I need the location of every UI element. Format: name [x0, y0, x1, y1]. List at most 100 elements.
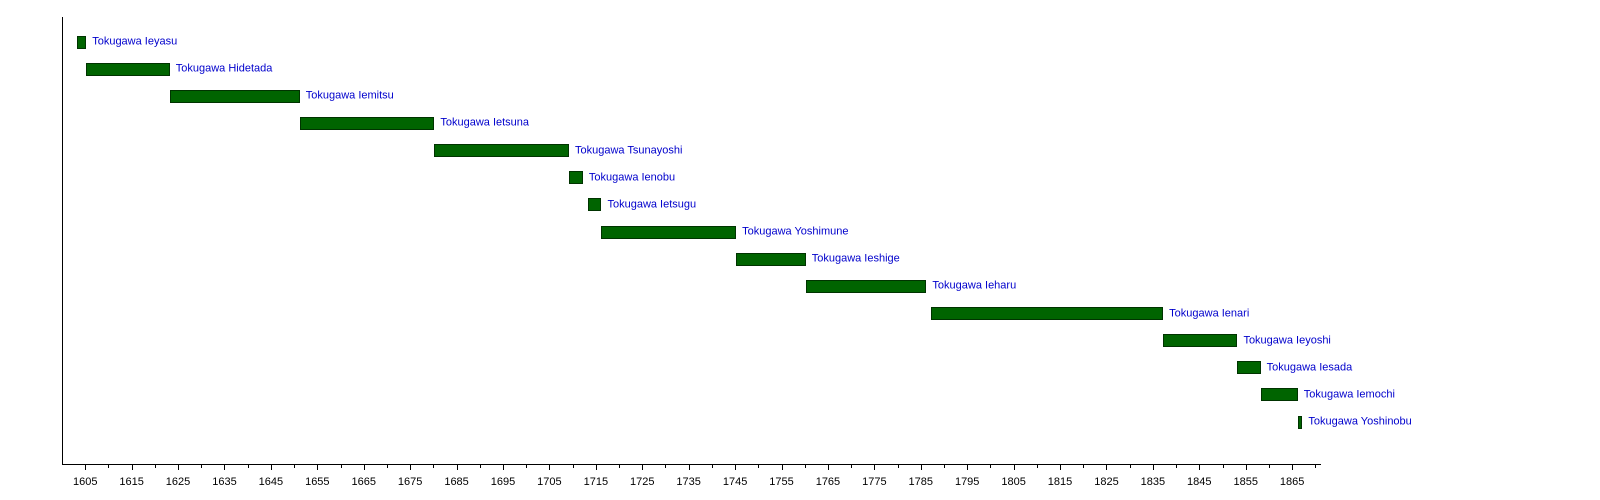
timeline-bar — [76, 35, 87, 49]
bar-label: Tokugawa Tsunayoshi — [574, 144, 683, 157]
x-axis-minor-tick — [247, 465, 249, 468]
x-axis-tick-label: 1775 — [862, 476, 887, 488]
bar-label: Tokugawa Ienari — [1169, 307, 1250, 319]
x-axis-tick-label: 1645 — [258, 476, 284, 488]
x-axis-major-tick — [456, 465, 458, 470]
x-axis-minor-tick — [851, 465, 853, 468]
x-axis-minor-tick — [990, 465, 992, 468]
x-axis-tick-label: 1615 — [119, 476, 144, 488]
bar-label: Tokugawa Yoshimune — [742, 225, 849, 238]
x-axis-minor-tick — [479, 465, 481, 468]
timeline-bar — [601, 225, 737, 239]
x-axis-tick-label: 1755 — [769, 476, 794, 488]
bar-label: Tokugawa Ieshige — [811, 252, 900, 265]
bar-label: Tokugawa Hidetada — [175, 62, 273, 75]
x-axis-major-tick — [1199, 465, 1201, 470]
x-axis-tick-label: 1705 — [537, 476, 562, 488]
x-axis-major-tick — [363, 465, 365, 470]
x-axis-major-tick — [178, 465, 180, 470]
x-axis-tick-label: 1765 — [815, 476, 841, 488]
x-axis-major-tick — [735, 465, 737, 470]
x-axis-major-tick — [920, 465, 922, 470]
x-axis-minor-tick — [804, 465, 806, 468]
x-axis-tick-label: 1655 — [305, 476, 330, 488]
x-axis: 1605 1615 1625 1635 1645 1655 1665 1675 1685 1695… — [62, 465, 1320, 499]
x-axis-tick-label: 1835 — [1140, 476, 1166, 488]
x-axis-major-tick — [502, 465, 504, 470]
x-axis-minor-tick — [1315, 465, 1317, 468]
x-axis-tick-label: 1825 — [1094, 476, 1119, 488]
x-axis-major-tick — [874, 465, 876, 470]
x-axis-minor-tick — [294, 465, 296, 468]
x-axis-minor-tick — [572, 465, 574, 468]
x-axis-minor-tick — [1036, 465, 1038, 468]
x-axis-minor-tick — [943, 465, 945, 468]
x-axis-minor-tick — [433, 465, 435, 468]
x-axis-major-tick — [781, 465, 783, 470]
x-axis-tick-label: 1665 — [351, 476, 376, 488]
x-axis-major-tick — [1106, 465, 1108, 470]
timeline-bar — [86, 62, 170, 76]
x-axis-major-tick — [131, 465, 133, 470]
timeline-bar — [299, 116, 435, 130]
x-axis-minor-tick — [619, 465, 621, 468]
timeline-bar — [736, 252, 806, 266]
timeline-bar — [434, 144, 569, 158]
plot-area: Tokugawa Ieyasu Tokugawa Hidetada Tokugawa… — [62, 17, 1412, 465]
x-axis-tick-label: 1745 — [722, 476, 748, 488]
x-axis-major-tick — [642, 465, 644, 470]
x-axis-minor-tick — [1176, 465, 1178, 468]
x-axis-major-tick — [1292, 465, 1294, 470]
x-axis-major-tick — [595, 465, 597, 470]
x-axis-minor-tick — [1268, 465, 1270, 468]
x-axis-minor-tick — [758, 465, 760, 468]
x-axis-major-tick — [1245, 465, 1247, 470]
x-axis-major-tick — [224, 465, 226, 470]
bar-label: Tokugawa Iemochi — [1303, 388, 1395, 401]
x-axis-tick-label: 1865 — [1279, 476, 1305, 488]
x-axis-tick-label: 1805 — [1001, 476, 1026, 488]
x-axis-tick-label: 1695 — [490, 476, 516, 488]
timeline-bar — [805, 279, 927, 293]
x-axis-major-tick — [549, 465, 551, 470]
timeline-bar — [169, 89, 300, 103]
x-axis-tick-label: 1795 — [954, 476, 980, 488]
x-axis-major-tick — [1152, 465, 1154, 470]
x-axis-tick-label: 1735 — [676, 476, 701, 488]
timeline-bar — [931, 307, 1164, 320]
timeline-bar — [587, 198, 602, 212]
x-axis-minor-tick — [386, 465, 388, 468]
x-axis-minor-tick — [711, 465, 713, 468]
x-axis-minor-tick — [897, 465, 899, 468]
x-axis-minor-tick — [1129, 465, 1131, 468]
x-axis-minor-tick — [526, 465, 528, 468]
x-axis-tick-label: 1855 — [1233, 476, 1258, 488]
x-axis-major-tick — [1060, 465, 1062, 470]
timeline-bar — [1297, 415, 1303, 429]
timeline-bar — [568, 171, 583, 185]
x-axis-minor-tick — [201, 465, 203, 468]
bar-label: Tokugawa Ietsugu — [607, 198, 697, 211]
x-axis-minor-tick — [154, 465, 156, 468]
x-axis-major-tick — [827, 465, 829, 470]
bar-label: Tokugawa Yoshinobu — [1308, 415, 1412, 428]
bar-label: Tokugawa Ieyasu — [92, 35, 178, 48]
bar-label: Tokugawa Iesada — [1266, 361, 1353, 374]
x-axis-minor-tick — [1222, 465, 1224, 468]
x-axis-tick-label: 1785 — [908, 476, 934, 488]
x-axis-tick-label: 1725 — [630, 476, 655, 488]
x-axis-minor-tick — [108, 465, 110, 468]
x-axis-tick-label: 1845 — [1187, 476, 1212, 488]
bar-label: Tokugawa Ietsuna — [440, 116, 530, 129]
x-axis-minor-tick — [1083, 465, 1085, 468]
x-axis-major-tick — [688, 465, 690, 470]
x-axis-major-tick — [317, 465, 319, 470]
x-axis-minor-tick — [665, 465, 667, 468]
bar-label: Tokugawa Iemitsu — [305, 89, 394, 102]
bar-label: Tokugawa Ieyoshi — [1243, 334, 1331, 347]
x-axis-tick-label: 1715 — [583, 476, 609, 488]
x-axis-tick-label: 1625 — [165, 476, 191, 488]
x-axis-minor-tick — [340, 465, 342, 468]
timeline-bar — [1237, 361, 1261, 375]
